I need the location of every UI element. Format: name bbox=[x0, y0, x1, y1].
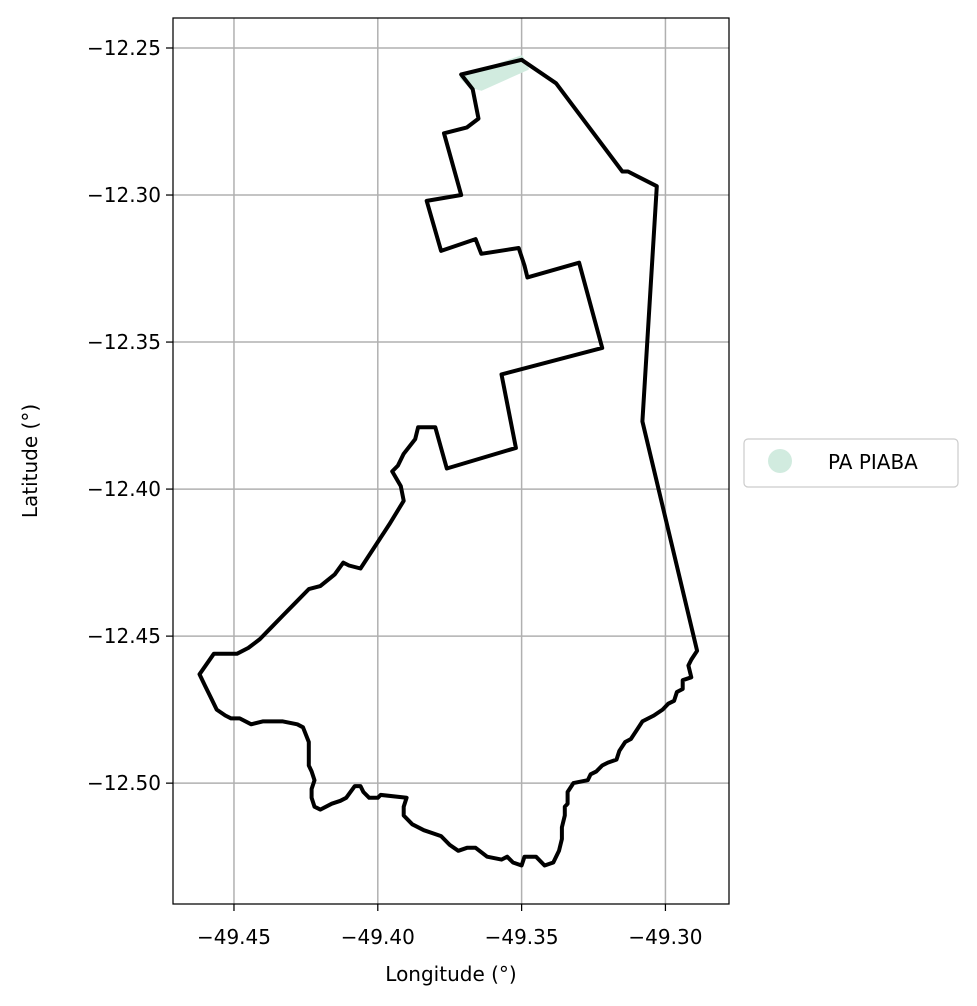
y-tick-label: −12.30 bbox=[87, 183, 161, 207]
y-axis-label: Latitude (°) bbox=[18, 404, 42, 518]
legend-box bbox=[743, 438, 959, 488]
y-tick-label: −12.45 bbox=[87, 624, 161, 648]
x-tick-label: −49.45 bbox=[197, 925, 271, 949]
boundary-layer bbox=[197, 57, 700, 868]
x-axis-label: Longitude (°) bbox=[385, 962, 516, 986]
y-tick-label: −12.35 bbox=[87, 330, 161, 354]
legend: PA PIABA bbox=[743, 438, 959, 488]
x-tick-label: −49.35 bbox=[485, 925, 559, 949]
x-tick-label: −49.40 bbox=[341, 925, 415, 949]
x-axis-ticks: −49.45 −49.40 −49.35 −49.30 bbox=[197, 904, 702, 949]
y-tick-label: −12.50 bbox=[87, 771, 161, 795]
legend-label-pa-piaba: PA PIABA bbox=[828, 450, 918, 474]
grid-lines bbox=[173, 18, 729, 904]
y-axis-ticks: −12.25 −12.30 −12.35 −12.40 −12.45 −12.50 bbox=[87, 36, 173, 795]
region-boundary bbox=[197, 57, 700, 868]
plot-frame bbox=[172, 17, 730, 905]
y-tick-label: −12.25 bbox=[87, 36, 161, 60]
plot-area bbox=[172, 17, 730, 905]
x-tick-label: −49.30 bbox=[628, 925, 702, 949]
y-tick-label: −12.40 bbox=[87, 477, 161, 501]
legend-marker-pa-piaba bbox=[768, 449, 792, 473]
plot-background bbox=[173, 18, 729, 904]
